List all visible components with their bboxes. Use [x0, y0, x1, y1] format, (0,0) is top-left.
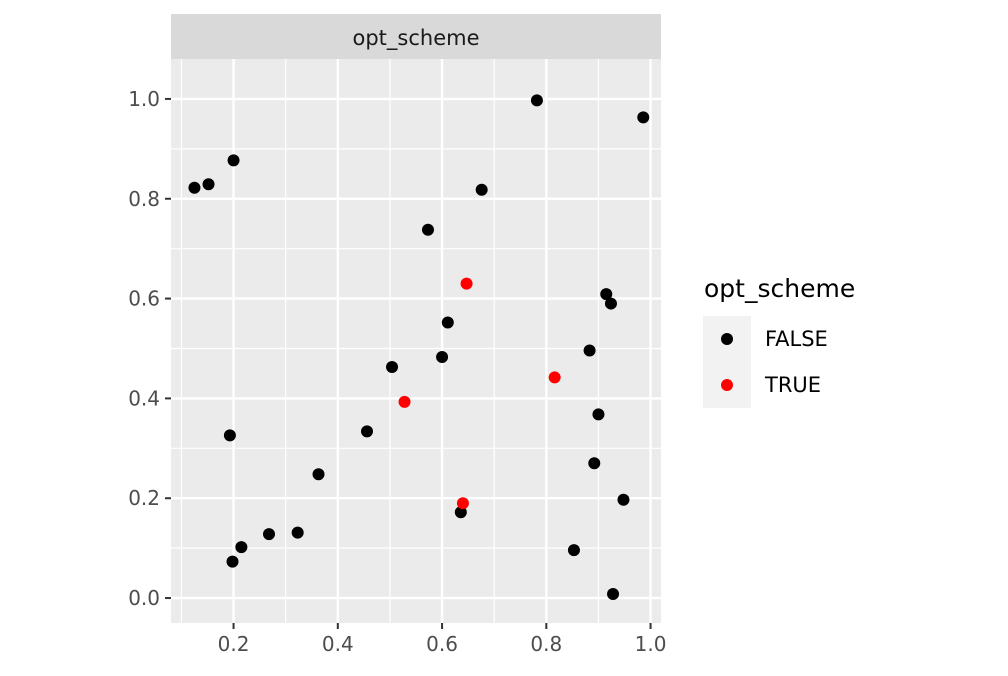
legend-title: opt_scheme	[704, 274, 855, 303]
plot-panel	[171, 59, 661, 623]
data-point-false	[637, 111, 650, 124]
data-point-true	[456, 497, 469, 510]
data-point-false	[263, 528, 275, 541]
data-point-false	[421, 223, 434, 236]
axis-labels: 0.2 0.4 0.6 0.8 1.0 0.0 0.2 0.4 0.6 0.8 1.0	[128, 87, 666, 656]
y-tick-label: 0.2	[128, 486, 160, 510]
data-point-true	[460, 277, 473, 290]
data-point-false	[530, 94, 543, 107]
x-tick-label: 1.0	[635, 632, 667, 656]
data-point-false	[235, 541, 248, 554]
data-point-true	[548, 371, 561, 384]
facet-strip	[171, 14, 661, 59]
data-points	[188, 94, 650, 601]
data-point-true	[398, 395, 411, 408]
y-tick-label: 1.0	[128, 87, 160, 111]
y-tick-label: 0.4	[128, 386, 160, 410]
data-point-false	[312, 468, 325, 481]
data-point-false	[617, 493, 630, 506]
legend-label-true: TRUE	[764, 373, 821, 397]
y-tick-label: 0.0	[128, 586, 160, 610]
data-point-false	[588, 457, 601, 470]
data-point-false	[226, 555, 239, 568]
facet-title: opt_scheme	[352, 26, 479, 51]
data-point-false	[441, 316, 454, 329]
legend: opt_scheme FALSE TRUE	[703, 274, 855, 408]
data-point-false	[436, 350, 449, 363]
data-point-false	[291, 526, 304, 539]
legend-key-background	[703, 316, 751, 408]
data-point-false	[600, 288, 613, 301]
data-point-false	[188, 181, 201, 194]
legend-key-true	[721, 379, 733, 391]
legend-key-false	[721, 333, 733, 345]
y-tick-label: 0.8	[128, 187, 160, 211]
data-point-false	[223, 429, 236, 442]
grid-major	[171, 59, 661, 623]
axis-ticks	[165, 97, 652, 629]
grid-minor	[171, 59, 661, 623]
data-point-false	[567, 544, 580, 557]
x-tick-label: 0.8	[530, 632, 562, 656]
data-point-false	[227, 154, 240, 167]
data-point-false	[202, 178, 215, 191]
data-point-false	[361, 425, 373, 438]
data-point-false	[475, 183, 488, 196]
data-point-false	[583, 344, 596, 357]
legend-label-false: FALSE	[765, 327, 828, 351]
x-tick-label: 0.6	[426, 632, 458, 656]
data-point-false	[454, 506, 467, 519]
y-tick-label: 0.6	[128, 287, 160, 311]
data-point-false	[592, 408, 605, 421]
data-point-false	[604, 297, 617, 310]
data-point-false	[386, 360, 399, 373]
data-point-false	[607, 588, 620, 601]
x-tick-label: 0.2	[218, 632, 250, 656]
x-tick-label: 0.4	[322, 632, 354, 656]
